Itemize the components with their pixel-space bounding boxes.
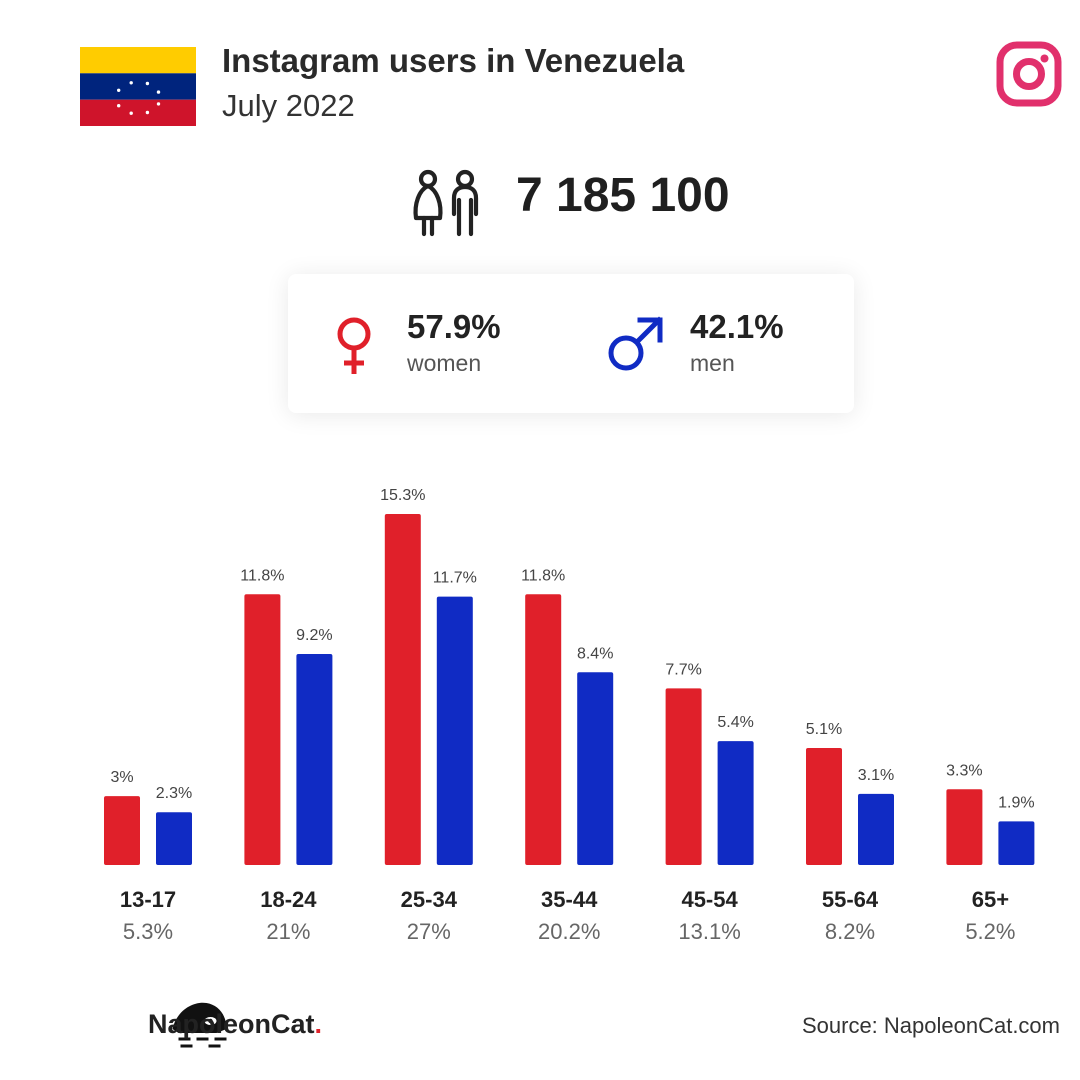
age-group-total: 13.1% <box>678 919 740 944</box>
bar-value-label: 15.3% <box>380 487 425 504</box>
bar-value-label: 3% <box>110 769 133 786</box>
men-percentage: 42.1% <box>690 308 784 345</box>
bar-value-label: 2.3% <box>156 785 192 802</box>
bar-value-label: 5.1% <box>806 721 842 738</box>
age-group-total: 27% <box>407 919 451 944</box>
instagram-logo-icon <box>996 41 1062 107</box>
bar-value-label: 8.4% <box>577 645 613 662</box>
brand-name: NapoleonCat. <box>148 1009 323 1039</box>
venezuela-flag-icon <box>80 47 196 126</box>
bar-35-44-s1 <box>577 672 614 865</box>
age-group-total: 8.2% <box>825 919 875 944</box>
page-subtitle: July 2022 <box>222 88 355 123</box>
bar-value-label: 1.9% <box>998 794 1034 811</box>
bar-18-24-s1 <box>296 653 333 865</box>
bar-value-label: 9.2% <box>296 627 332 644</box>
bar-25-34-s1 <box>436 596 473 865</box>
bar-25-34-s0 <box>384 514 421 865</box>
napoleoncat-logo-icon <box>172 1002 227 1048</box>
women-label: women <box>407 350 482 376</box>
bar-13-17-s1 <box>156 812 192 865</box>
bar-value-label: 3.1% <box>858 767 894 784</box>
age-group-label: 65+ <box>972 887 1009 912</box>
people-icon <box>413 169 479 237</box>
bar-55-64-s1 <box>858 793 894 865</box>
age-group-total: 20.2% <box>538 919 600 944</box>
age-group-label: 25-34 <box>401 887 458 912</box>
age-group-label: 45-54 <box>681 887 738 912</box>
bar-45-54-s0 <box>665 688 702 865</box>
source-credit: Source: NapoleonCat.com <box>801 1013 1060 1038</box>
bar-55-64-s0 <box>806 748 842 865</box>
age-group-label: 18-24 <box>260 887 317 912</box>
gender-split-card: 57.9% women 42.1% men <box>288 274 854 413</box>
age-group-label: 55-64 <box>822 887 879 912</box>
age-group-label: 13-17 <box>120 887 176 912</box>
bar-13-17-s0 <box>104 796 140 865</box>
bar-value-label: 11.8% <box>240 567 284 584</box>
men-label: men <box>690 350 735 376</box>
age-group-total: 5.2% <box>965 919 1015 944</box>
bar-65+-s1 <box>998 821 1035 865</box>
bar-18-24-s0 <box>244 594 281 865</box>
bar-45-54-s1 <box>717 741 754 865</box>
age-group-total: 21% <box>266 919 310 944</box>
bar-value-label: 7.7% <box>665 661 701 678</box>
bar-value-label: 11.7% <box>433 570 477 587</box>
bar-35-44-s0 <box>525 594 562 865</box>
women-percentage: 57.9% <box>407 308 501 345</box>
bar-value-label: 3.3% <box>946 762 982 779</box>
female-symbol-icon <box>337 317 371 374</box>
male-symbol-icon <box>608 316 663 371</box>
age-group-total: 5.3% <box>123 919 173 944</box>
age-gender-bar-chart: 3% 2.3% 13-17 5.3% 11.8% 9.2% 18-24 21% 15.3% 11.… <box>104 487 1035 944</box>
page-title: Instagram users in Venezuela <box>222 42 685 79</box>
total-users-value: 7 185 100 <box>516 169 730 222</box>
bar-value-label: 5.4% <box>717 714 753 731</box>
age-group-label: 35-44 <box>541 887 598 912</box>
bar-value-label: 11.8% <box>521 567 565 584</box>
bar-65+-s0 <box>946 789 983 865</box>
